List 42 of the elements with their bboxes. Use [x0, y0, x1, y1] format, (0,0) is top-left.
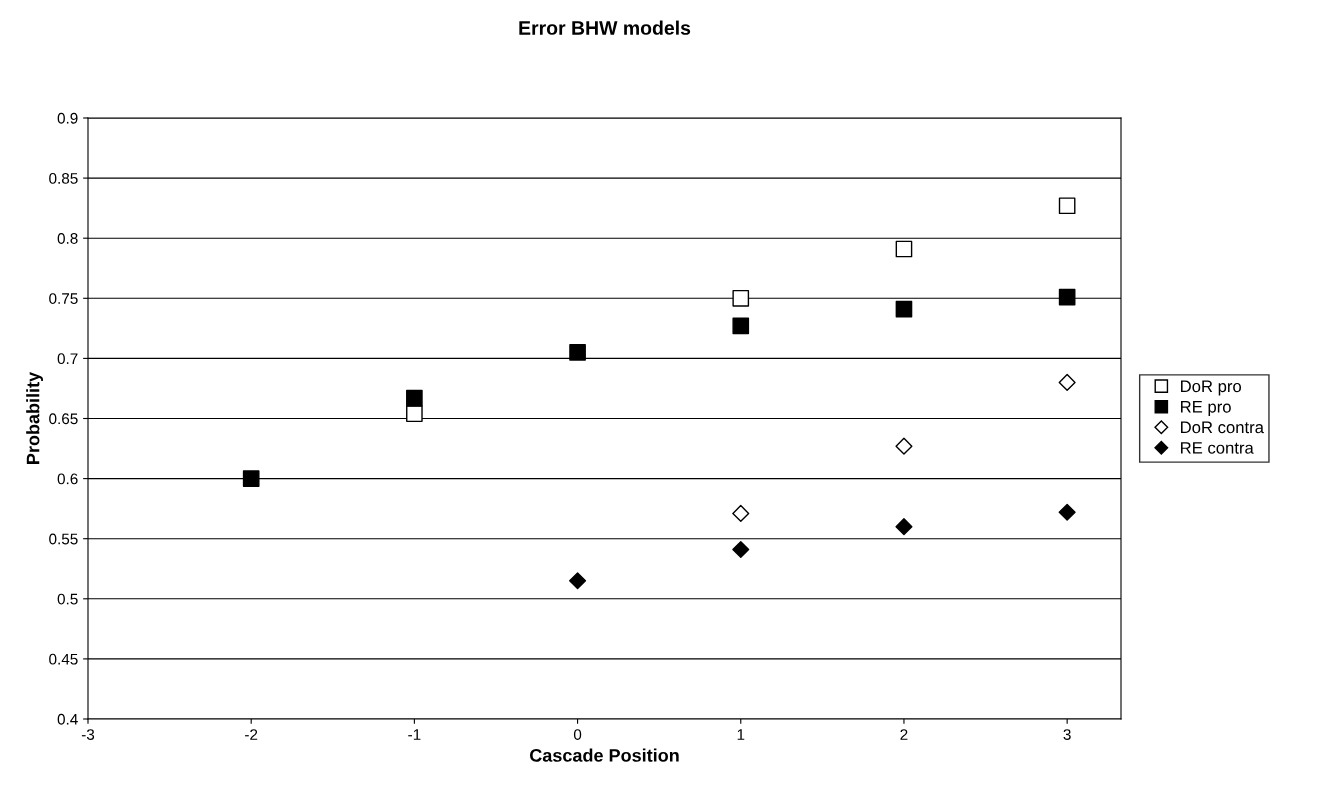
y-tick-label: 0.6 [57, 473, 78, 485]
point [1058, 503, 1076, 521]
y-tick-label: 0.7 [57, 353, 78, 365]
point [732, 504, 750, 523]
y-axis-title: Probability [26, 371, 43, 464]
x-tick-label: -3 [81, 729, 95, 740]
y-tick-label: 0.85 [49, 172, 78, 184]
x-tick-label: 0 [573, 729, 582, 740]
point [1058, 288, 1076, 306]
x-tick-label: -1 [408, 729, 421, 740]
point [242, 470, 260, 487]
point [732, 289, 750, 307]
point [732, 317, 750, 335]
x-tick-label: -2 [245, 729, 258, 740]
point [1058, 373, 1076, 391]
y-tick-label: 0.4 [57, 713, 78, 725]
y-tick-label: 0.65 [49, 413, 78, 425]
chart-title: Error BHW models [519, 20, 691, 35]
point [732, 540, 750, 559]
y-tick-label: 0.9 [57, 112, 78, 124]
point [895, 240, 913, 258]
point [895, 518, 913, 536]
legend-label: RE pro [1181, 401, 1231, 416]
point [569, 572, 587, 590]
point [406, 389, 423, 407]
legend-label: DoR contra [1181, 421, 1264, 434]
point [895, 437, 913, 455]
x-axis-title: Cascade Position [529, 748, 679, 762]
y-tick-label: 0.5 [57, 593, 78, 605]
legend-label: RE contra [1181, 442, 1254, 454]
legend-label: DoR pro [1181, 380, 1242, 396]
y-tick-label: 0.55 [49, 533, 78, 545]
point [406, 405, 423, 423]
y-tick-label: 0.8 [57, 233, 78, 244]
y-tick-label: 0.45 [49, 653, 78, 665]
point [1058, 197, 1076, 215]
y-tick-label: 0.75 [49, 293, 78, 304]
x-tick-label: 2 [900, 729, 908, 740]
x-tick-label: 3 [1063, 729, 1071, 740]
x-tick-label: 1 [737, 729, 745, 740]
point [895, 300, 913, 318]
point [569, 344, 586, 361]
